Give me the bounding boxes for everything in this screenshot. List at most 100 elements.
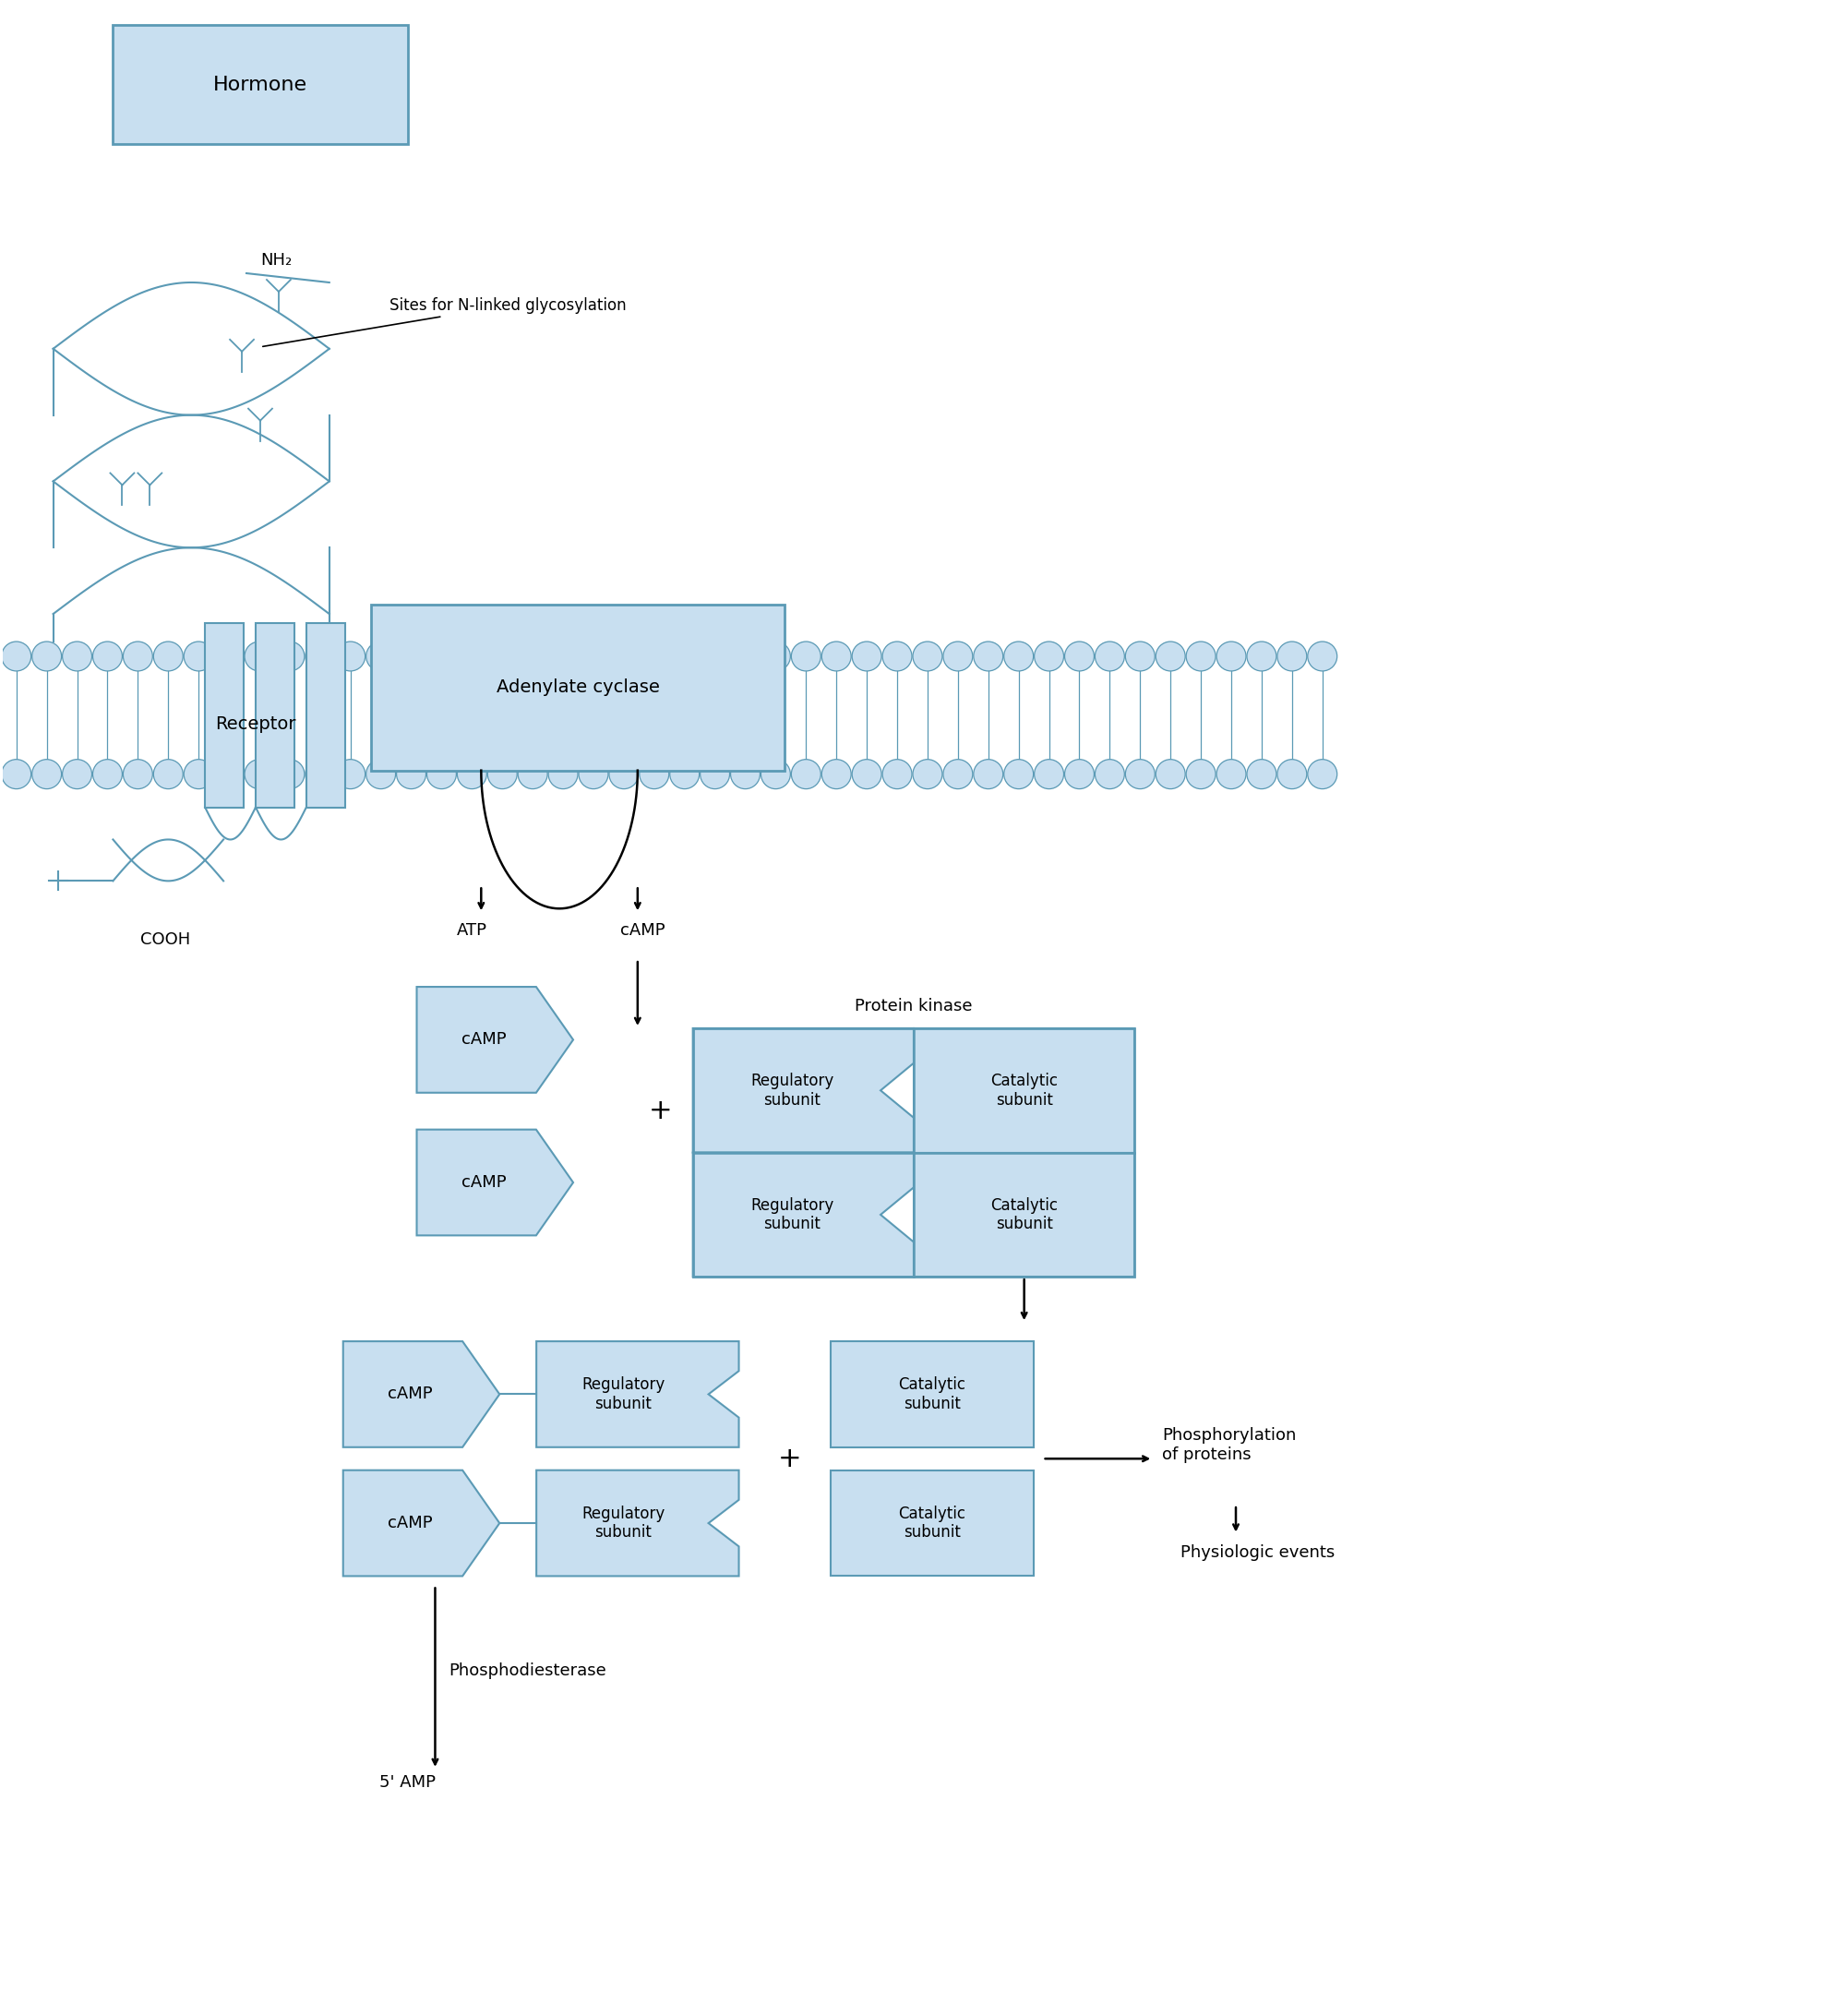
- Circle shape: [457, 641, 486, 671]
- Circle shape: [124, 641, 153, 671]
- Text: Adenylate cyclase: Adenylate cyclase: [495, 679, 659, 696]
- Circle shape: [1247, 760, 1277, 788]
- Circle shape: [1003, 641, 1033, 671]
- Bar: [206, 623, 244, 806]
- Circle shape: [1185, 760, 1216, 788]
- Circle shape: [670, 760, 699, 788]
- Polygon shape: [342, 1341, 499, 1447]
- Circle shape: [1307, 641, 1337, 671]
- Circle shape: [457, 760, 486, 788]
- Circle shape: [1247, 641, 1277, 671]
- Circle shape: [1156, 760, 1185, 788]
- Circle shape: [639, 760, 668, 788]
- Bar: [371, 605, 785, 770]
- Circle shape: [1065, 641, 1094, 671]
- Text: Catalytic
subunit: Catalytic subunit: [991, 1198, 1058, 1232]
- Circle shape: [943, 760, 972, 788]
- Circle shape: [124, 760, 153, 788]
- Circle shape: [426, 641, 457, 671]
- Bar: [692, 1028, 1134, 1276]
- Polygon shape: [417, 1129, 574, 1236]
- Text: Physiologic events: Physiologic events: [1180, 1544, 1335, 1560]
- Circle shape: [335, 760, 366, 788]
- Bar: [306, 623, 344, 806]
- Bar: [914, 1028, 1134, 1153]
- Circle shape: [62, 760, 91, 788]
- Circle shape: [761, 760, 790, 788]
- Circle shape: [306, 641, 335, 671]
- Text: Regulatory
subunit: Regulatory subunit: [581, 1377, 665, 1411]
- Circle shape: [215, 641, 244, 671]
- Circle shape: [397, 760, 426, 788]
- Circle shape: [366, 760, 395, 788]
- Text: Regulatory
subunit: Regulatory subunit: [750, 1073, 834, 1109]
- Circle shape: [579, 641, 608, 671]
- Circle shape: [1034, 760, 1063, 788]
- Text: cAMP: cAMP: [619, 923, 665, 939]
- Circle shape: [1156, 641, 1185, 671]
- Circle shape: [852, 760, 881, 788]
- Circle shape: [943, 641, 972, 671]
- Circle shape: [153, 760, 182, 788]
- Text: cAMP: cAMP: [388, 1385, 433, 1403]
- Circle shape: [93, 760, 122, 788]
- Text: Catalytic
subunit: Catalytic subunit: [898, 1506, 965, 1540]
- Polygon shape: [537, 1470, 739, 1577]
- Text: Catalytic
subunit: Catalytic subunit: [991, 1073, 1058, 1109]
- Bar: [830, 1341, 1033, 1447]
- Text: Phosphorylation
of proteins: Phosphorylation of proteins: [1162, 1427, 1297, 1464]
- Text: Sites for N-linked glycosylation: Sites for N-linked glycosylation: [262, 296, 626, 347]
- Text: Phosphodiesterase: Phosphodiesterase: [450, 1661, 606, 1679]
- Circle shape: [730, 760, 759, 788]
- Circle shape: [792, 641, 821, 671]
- Circle shape: [2, 760, 31, 788]
- Circle shape: [608, 641, 639, 671]
- Circle shape: [974, 641, 1003, 671]
- Circle shape: [701, 641, 730, 671]
- Text: cAMP: cAMP: [461, 1032, 506, 1048]
- Circle shape: [306, 760, 335, 788]
- Text: Catalytic
subunit: Catalytic subunit: [898, 1377, 965, 1411]
- Circle shape: [821, 760, 850, 788]
- Circle shape: [792, 760, 821, 788]
- Circle shape: [517, 641, 548, 671]
- Text: Regulatory
subunit: Regulatory subunit: [750, 1198, 834, 1232]
- Circle shape: [93, 641, 122, 671]
- Circle shape: [1094, 760, 1125, 788]
- Circle shape: [1277, 760, 1307, 788]
- Circle shape: [1125, 641, 1155, 671]
- Circle shape: [852, 641, 881, 671]
- Circle shape: [275, 641, 304, 671]
- Text: ATP: ATP: [457, 923, 488, 939]
- Text: Hormone: Hormone: [213, 75, 308, 93]
- Bar: [830, 1470, 1033, 1577]
- Text: NH₂: NH₂: [260, 252, 291, 268]
- Circle shape: [1003, 760, 1033, 788]
- Circle shape: [821, 641, 850, 671]
- Circle shape: [184, 760, 213, 788]
- Text: COOH: COOH: [140, 931, 191, 948]
- Circle shape: [33, 760, 62, 788]
- Circle shape: [426, 760, 457, 788]
- Polygon shape: [537, 1341, 739, 1447]
- Text: +: +: [778, 1445, 801, 1472]
- Circle shape: [1216, 760, 1246, 788]
- Circle shape: [883, 760, 912, 788]
- Text: 5' AMP: 5' AMP: [379, 1774, 435, 1790]
- Polygon shape: [342, 1470, 499, 1577]
- Text: cAMP: cAMP: [388, 1514, 433, 1532]
- Circle shape: [215, 760, 244, 788]
- Circle shape: [1034, 641, 1063, 671]
- Circle shape: [639, 641, 668, 671]
- Circle shape: [517, 760, 548, 788]
- Text: Receptor: Receptor: [215, 716, 297, 734]
- Bar: [255, 623, 295, 806]
- Circle shape: [1065, 760, 1094, 788]
- Circle shape: [366, 641, 395, 671]
- Circle shape: [761, 641, 790, 671]
- Circle shape: [883, 641, 912, 671]
- Polygon shape: [417, 986, 574, 1093]
- Circle shape: [548, 641, 577, 671]
- Circle shape: [912, 760, 941, 788]
- Circle shape: [153, 641, 182, 671]
